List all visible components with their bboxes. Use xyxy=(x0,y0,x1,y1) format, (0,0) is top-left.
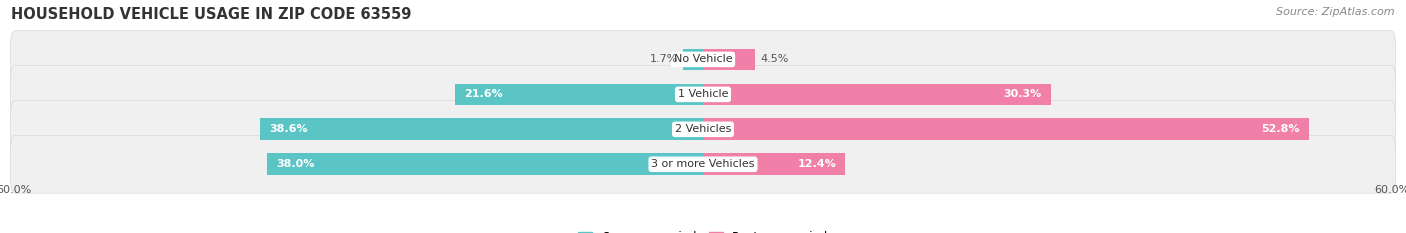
Bar xyxy=(267,154,703,175)
Text: 30.3%: 30.3% xyxy=(1004,89,1042,99)
Bar xyxy=(703,84,1050,105)
Text: 38.0%: 38.0% xyxy=(276,159,314,169)
Text: Source: ZipAtlas.com: Source: ZipAtlas.com xyxy=(1277,7,1395,17)
Bar xyxy=(683,49,703,70)
Text: 1.7%: 1.7% xyxy=(650,55,678,64)
Legend: Owner-occupied, Renter-occupied: Owner-occupied, Renter-occupied xyxy=(572,226,834,233)
Bar xyxy=(260,118,703,140)
Text: 12.4%: 12.4% xyxy=(797,159,837,169)
FancyBboxPatch shape xyxy=(11,31,1395,88)
Text: 3 or more Vehicles: 3 or more Vehicles xyxy=(651,159,755,169)
Bar xyxy=(703,118,1309,140)
Bar xyxy=(703,49,755,70)
Text: HOUSEHOLD VEHICLE USAGE IN ZIP CODE 63559: HOUSEHOLD VEHICLE USAGE IN ZIP CODE 6355… xyxy=(11,7,412,22)
Text: 2 Vehicles: 2 Vehicles xyxy=(675,124,731,134)
FancyBboxPatch shape xyxy=(11,65,1395,123)
FancyBboxPatch shape xyxy=(11,135,1395,193)
Text: 1 Vehicle: 1 Vehicle xyxy=(678,89,728,99)
Text: No Vehicle: No Vehicle xyxy=(673,55,733,64)
Text: 38.6%: 38.6% xyxy=(269,124,308,134)
Text: 52.8%: 52.8% xyxy=(1261,124,1301,134)
Text: 21.6%: 21.6% xyxy=(464,89,503,99)
Bar xyxy=(456,84,703,105)
Text: 4.5%: 4.5% xyxy=(761,55,789,64)
FancyBboxPatch shape xyxy=(11,100,1395,158)
Bar xyxy=(703,154,845,175)
